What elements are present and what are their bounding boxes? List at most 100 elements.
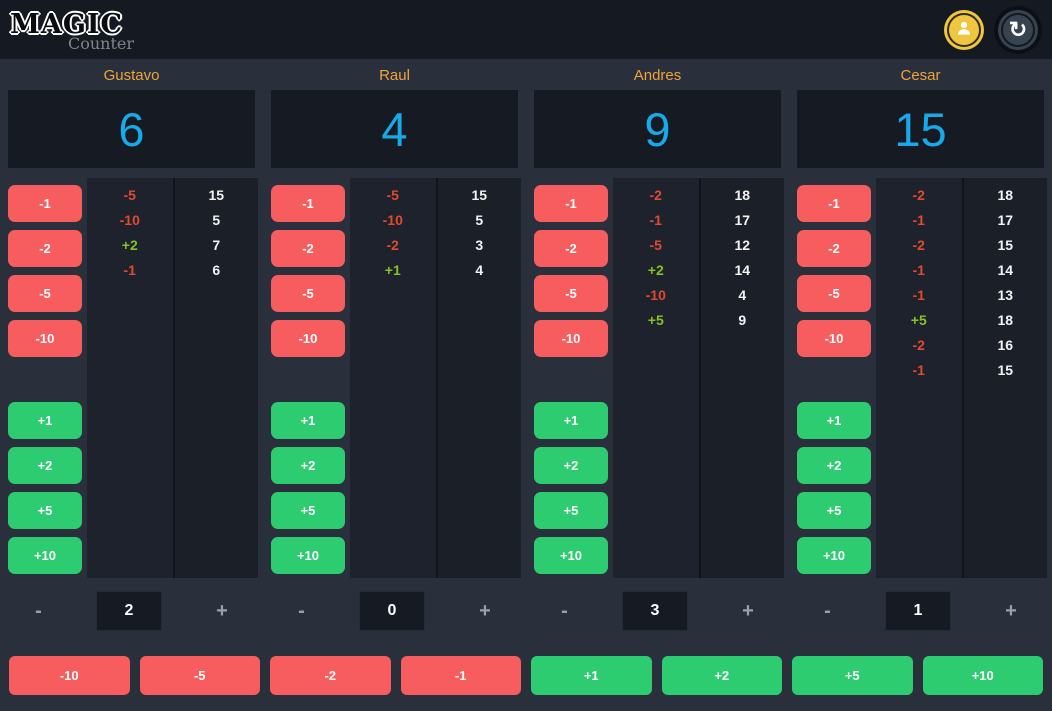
refresh-icon: ↻ <box>1008 16 1028 42</box>
life-total: 6 <box>118 102 145 156</box>
history-delta-column: -2 -1 -2 -1 -1 +5 -2 -1 <box>876 178 962 578</box>
history-delta-column: -5 -10 +2 -1 <box>87 178 173 578</box>
history-delta: -10 <box>119 212 140 228</box>
plus-5-button[interactable]: +5 <box>271 492 345 529</box>
history-delta: -10 <box>382 212 403 228</box>
minus-1-button[interactable]: -1 <box>534 185 608 222</box>
history-total: 15 <box>997 237 1014 253</box>
plus-1-button[interactable]: +1 <box>534 402 608 439</box>
logo-subtitle: Counter <box>68 34 135 53</box>
minus-5-button[interactable]: -5 <box>8 275 82 312</box>
person-icon <box>954 18 974 41</box>
user-button[interactable] <box>944 9 984 50</box>
plus-1-button[interactable]: +1 <box>797 402 871 439</box>
plus-10-button[interactable]: +10 <box>534 537 608 574</box>
global-minus-1-button[interactable]: -1 <box>400 656 521 695</box>
counter-increment-button[interactable]: + <box>742 600 754 622</box>
history-total: 7 <box>212 237 221 253</box>
counter-increment-button[interactable]: + <box>216 600 228 622</box>
plus-10-button[interactable]: +10 <box>797 537 871 574</box>
player-name: Raul <box>379 67 410 84</box>
plus-2-button[interactable]: +2 <box>271 447 345 484</box>
minus-10-button[interactable]: -10 <box>271 320 345 357</box>
minus-5-button[interactable]: -5 <box>797 275 871 312</box>
global-buttons-row: -10 -5 -2 -1 +1 +2 +5 +10 <box>0 656 1052 695</box>
minus-2-button[interactable]: -2 <box>797 230 871 267</box>
history-total: 3 <box>475 237 484 253</box>
history-delta: -5 <box>123 187 136 203</box>
counter-value: 0 <box>387 602 397 619</box>
counter-row: - 0 + <box>263 588 526 634</box>
global-minus-10-button[interactable]: -10 <box>9 656 130 695</box>
minus-2-button[interactable]: -2 <box>534 230 608 267</box>
counter-decrement-button[interactable]: - <box>35 600 42 622</box>
life-total: 4 <box>381 102 408 156</box>
plus-10-button[interactable]: +10 <box>271 537 345 574</box>
history-delta: +5 <box>910 312 927 328</box>
minus-10-button[interactable]: -10 <box>797 320 871 357</box>
history-total: 15 <box>997 362 1014 378</box>
top-bar: MAGIC Counter ↻ <box>0 0 1052 59</box>
counter-value-box: 3 <box>621 591 688 631</box>
minus-2-button[interactable]: -2 <box>271 230 345 267</box>
counter-value-box: 2 <box>95 591 162 631</box>
player-controls: -1 -2 -5 -10 +1 +2 +5 +10 -2 -1 -2 -1 -1… <box>797 178 1047 578</box>
counter-decrement-button[interactable]: - <box>298 600 305 622</box>
global-minus-5-button[interactable]: -5 <box>139 656 260 695</box>
minus-10-button[interactable]: -10 <box>534 320 608 357</box>
plus-2-button[interactable]: +2 <box>534 447 608 484</box>
counter-decrement-button[interactable]: - <box>824 600 831 622</box>
counter-decrement-button[interactable]: - <box>561 600 568 622</box>
history-delta: -5 <box>386 187 399 203</box>
global-plus-10-button[interactable]: +10 <box>922 656 1043 695</box>
history-delta: +1 <box>384 262 401 278</box>
counter-increment-button[interactable]: + <box>479 600 491 622</box>
plus-5-button[interactable]: +5 <box>534 492 608 529</box>
history-total: 17 <box>734 212 751 228</box>
minus-5-button[interactable]: -5 <box>271 275 345 312</box>
counter-value: 3 <box>650 602 660 619</box>
history-panel: -5 -10 +2 -1 15 5 7 6 <box>87 178 258 578</box>
plus-10-button[interactable]: +10 <box>8 537 82 574</box>
player-column-andres: Andres 9 -1 -2 -5 -10 +1 +2 +5 +10 -2 -1… <box>526 59 789 634</box>
history-total-column: 18 17 15 14 13 18 16 15 <box>961 178 1047 578</box>
plus-5-button[interactable]: +5 <box>797 492 871 529</box>
global-minus-2-button[interactable]: -2 <box>270 656 391 695</box>
logo-title: MAGIC <box>10 9 124 40</box>
button-spacer <box>797 365 871 402</box>
minus-10-button[interactable]: -10 <box>8 320 82 357</box>
history-delta: -10 <box>645 287 666 303</box>
button-spacer <box>8 365 82 402</box>
life-total-display: 4 <box>271 90 518 168</box>
global-plus-1-button[interactable]: +1 <box>531 656 652 695</box>
history-delta: -5 <box>649 237 662 253</box>
plus-1-button[interactable]: +1 <box>271 402 345 439</box>
plus-1-button[interactable]: +1 <box>8 402 82 439</box>
reset-button[interactable]: ↻ <box>998 9 1038 50</box>
life-total-display: 6 <box>8 90 255 168</box>
minus-1-button[interactable]: -1 <box>797 185 871 222</box>
history-delta: -2 <box>649 187 662 203</box>
life-total: 9 <box>644 102 671 156</box>
minus-2-button[interactable]: -2 <box>8 230 82 267</box>
minus-1-button[interactable]: -1 <box>8 185 82 222</box>
life-buttons: -1 -2 -5 -10 +1 +2 +5 +10 <box>534 178 608 578</box>
player-controls: -1 -2 -5 -10 +1 +2 +5 +10 -5 -10 -2 +1 1… <box>271 178 521 578</box>
history-delta: +2 <box>647 262 664 278</box>
plus-5-button[interactable]: +5 <box>8 492 82 529</box>
minus-1-button[interactable]: -1 <box>271 185 345 222</box>
plus-2-button[interactable]: +2 <box>8 447 82 484</box>
life-buttons: -1 -2 -5 -10 +1 +2 +5 +10 <box>8 178 82 578</box>
global-plus-2-button[interactable]: +2 <box>661 656 782 695</box>
history-total: 18 <box>997 187 1014 203</box>
player-name: Andres <box>633 67 682 84</box>
history-delta: -2 <box>912 337 925 353</box>
counter-value: 2 <box>124 602 134 619</box>
history-delta: -1 <box>123 262 136 278</box>
history-total: 4 <box>475 262 484 278</box>
global-plus-5-button[interactable]: +5 <box>792 656 913 695</box>
counter-increment-button[interactable]: + <box>1005 600 1017 622</box>
plus-2-button[interactable]: +2 <box>797 447 871 484</box>
minus-5-button[interactable]: -5 <box>534 275 608 312</box>
counter-value: 1 <box>913 602 923 619</box>
